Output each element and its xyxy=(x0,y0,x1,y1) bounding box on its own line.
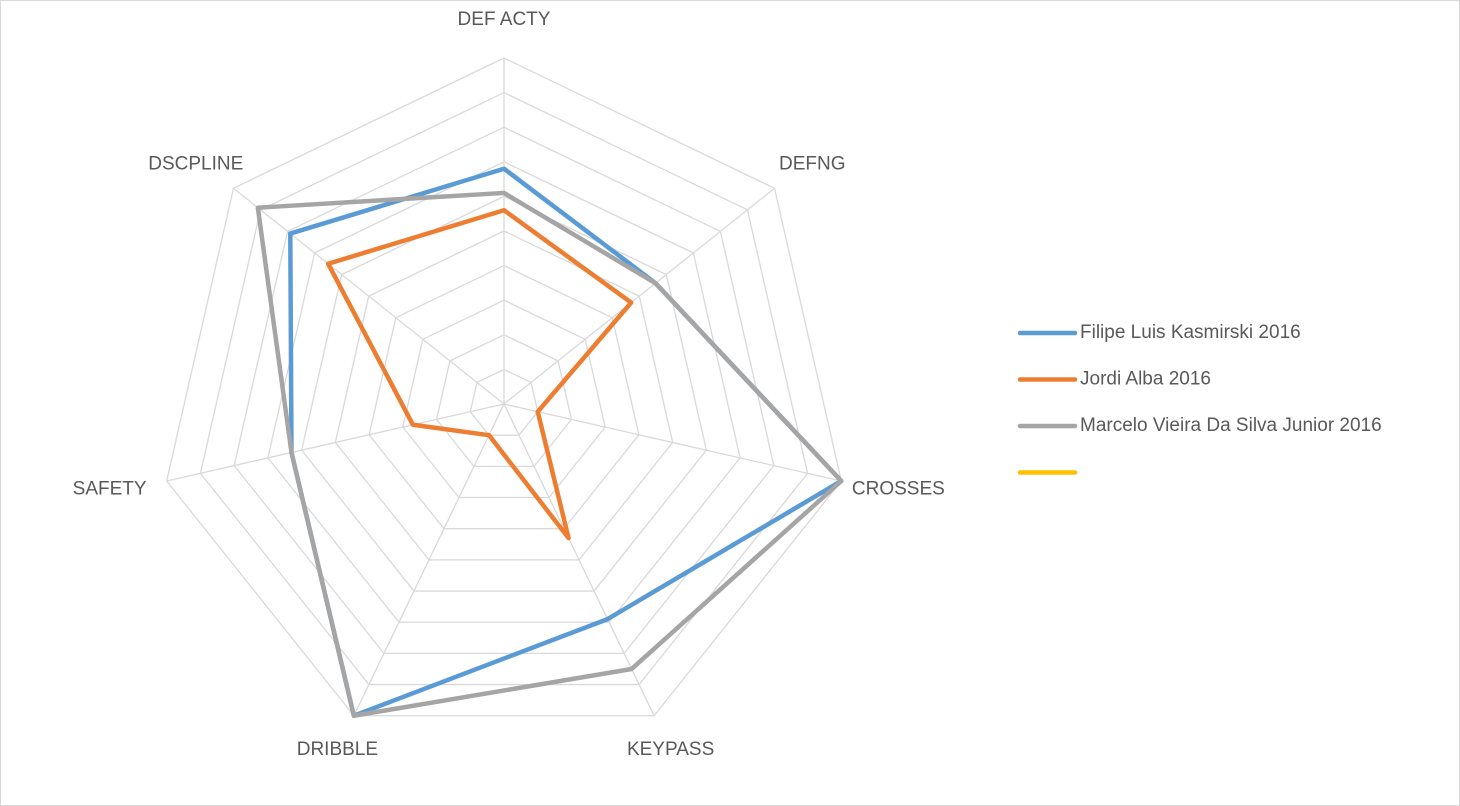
category-label: DEFNG xyxy=(779,154,846,175)
legend-label: Jordi Alba 2016 xyxy=(1080,369,1211,390)
grid-ring xyxy=(267,161,741,623)
category-label: DRIBBLE xyxy=(297,739,378,760)
axis-spoke xyxy=(233,187,505,405)
axis-spoke xyxy=(503,403,655,717)
grid-ring xyxy=(334,230,674,561)
series-line xyxy=(325,207,634,541)
grid-ring xyxy=(435,334,573,467)
category-label: SAFETY xyxy=(73,478,147,499)
axis-spoke xyxy=(166,403,505,482)
grid-ring xyxy=(469,368,539,436)
category-label: DSCPLINE xyxy=(148,154,243,175)
grid-ring xyxy=(199,91,809,686)
axis-spoke xyxy=(503,403,842,482)
grid-ring xyxy=(368,264,640,530)
grid-ring xyxy=(165,57,843,717)
axis-spoke xyxy=(503,187,775,405)
category-label: DEF ACTY xyxy=(458,9,551,30)
category-label: CROSSES xyxy=(852,478,945,499)
axis-spoke xyxy=(353,403,505,717)
grid-ring xyxy=(233,126,775,655)
series-line xyxy=(255,190,844,718)
legend-label: Filipe Luis Kasmirski 2016 xyxy=(1080,322,1301,343)
legend-label: Marcelo Vieira Da Silva Junior 2016 xyxy=(1080,415,1382,436)
category-label: KEYPASS xyxy=(627,739,714,760)
